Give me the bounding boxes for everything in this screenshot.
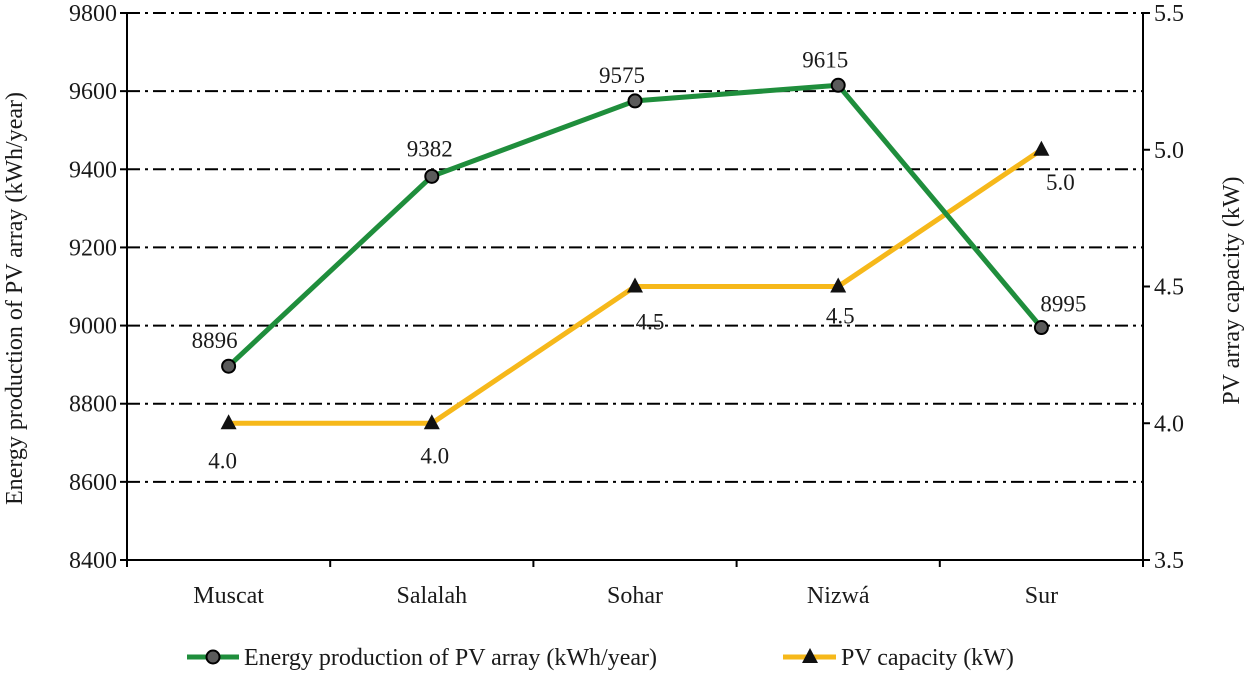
capacity-data-label: 4.0 (208, 448, 237, 473)
capacity-data-label: 4.5 (826, 304, 855, 329)
data-labels: 8896 9382 9575 9615 8995 4.0 4.0 4.5 4.5 5.0 (192, 47, 1087, 473)
energy-point-marker (424, 168, 440, 184)
left-tick-label: 9200 (69, 235, 117, 261)
right-tick-label: 5.0 (1154, 138, 1184, 164)
left-tick-label: 9000 (69, 314, 117, 340)
left-axis-title: Energy production of PV array (kWh/year) (2, 92, 28, 505)
x-tick-label: Nizwá (807, 583, 870, 609)
energy-point-marker (830, 77, 846, 93)
legend: Energy production of PV array (kWh/year)… (187, 645, 1014, 671)
energy-data-label: 8896 (192, 328, 238, 353)
left-tick-label: 9400 (69, 157, 117, 183)
legend-capacity-label: PV capacity (kW) (841, 645, 1014, 671)
legend-energy-label: Energy production of PV array (kWh/year) (244, 645, 657, 671)
energy-point-marker (627, 93, 643, 109)
right-tick-label: 5.5 (1154, 1, 1184, 27)
capacity-point-marker (830, 277, 847, 293)
x-tick-label: Sur (1025, 583, 1058, 609)
x-tick-label: Muscat (193, 583, 264, 609)
left-tick-label: 8600 (69, 470, 117, 496)
energy-data-label: 9382 (407, 136, 453, 161)
legend-energy-marker (205, 649, 221, 665)
capacity-point-marker (1033, 140, 1050, 156)
right-axis-title: PV array capacity (kW) (1219, 176, 1245, 404)
left-tick-label: 8400 (69, 548, 117, 574)
series (220, 77, 1050, 430)
capacity-data-label: 4.0 (420, 443, 449, 468)
energy-point-marker (221, 358, 237, 374)
x-tick-label: Salalah (396, 583, 467, 609)
right-tick-label: 4.5 (1154, 275, 1184, 301)
capacity-point-marker (220, 414, 237, 430)
left-tick-label: 8800 (69, 392, 117, 418)
x-tick-label: Sohar (607, 583, 663, 609)
energy-point-marker (1033, 320, 1049, 336)
capacity-point-marker (423, 414, 440, 430)
energy-data-label: 8995 (1040, 292, 1086, 317)
energy-data-label: 9615 (802, 47, 848, 72)
right-tick-label: 3.5 (1154, 548, 1184, 574)
capacity-point-marker (627, 277, 643, 293)
capacity-data-label: 4.5 (636, 310, 665, 335)
right-tick-label: 4.0 (1154, 411, 1184, 437)
capacity-data-label: 5.0 (1046, 170, 1075, 195)
axes: 8400 8600 8800 9000 9200 9400 9600 9800 3.5 4.0 4.… (2, 1, 1245, 609)
left-tick-label: 9600 (69, 79, 117, 105)
legend-capacity-marker (802, 648, 818, 663)
energy-data-label: 9575 (599, 63, 645, 88)
left-tick-label: 9800 (69, 1, 117, 27)
